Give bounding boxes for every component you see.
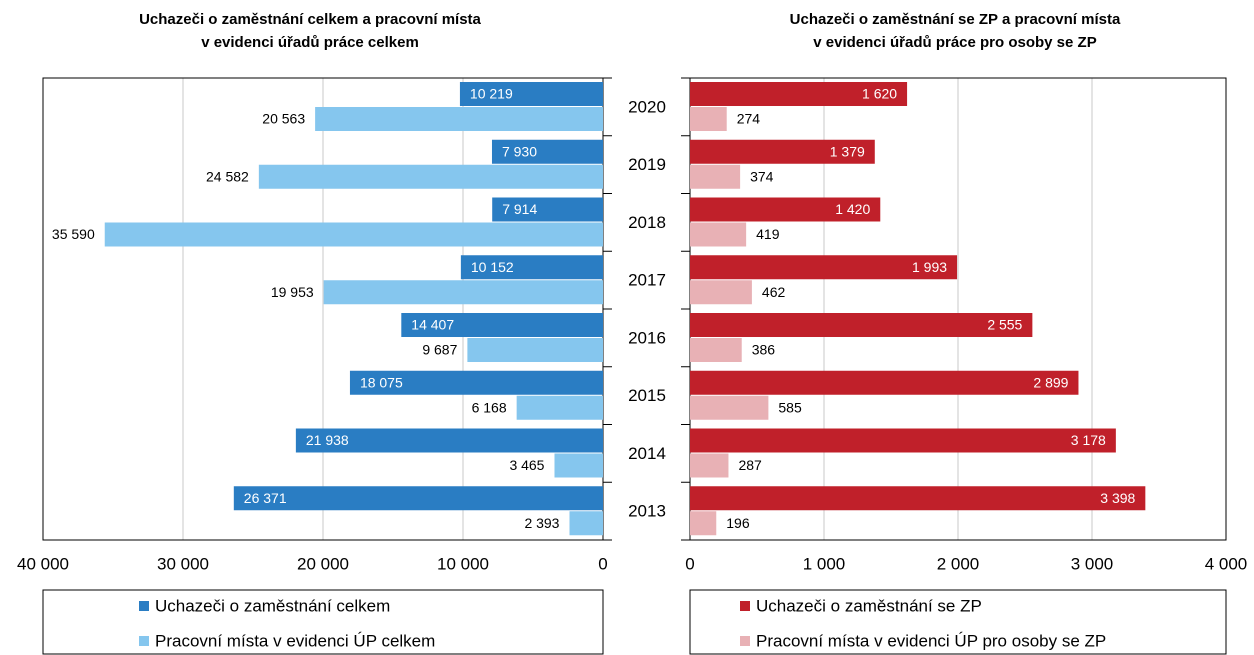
value-label: 35 590 xyxy=(52,226,95,242)
bar xyxy=(690,280,752,305)
bar xyxy=(233,486,603,511)
legend-box xyxy=(689,589,1227,655)
bar xyxy=(401,313,603,337)
x-tick-label: 1 000 xyxy=(803,554,846,573)
bar xyxy=(690,486,1146,511)
value-label: 386 xyxy=(752,342,776,358)
value-label: 24 582 xyxy=(206,168,249,184)
bar xyxy=(258,164,603,189)
value-label: 419 xyxy=(756,226,780,242)
value-label: 3 398 xyxy=(1100,490,1135,506)
value-label: 10 152 xyxy=(471,259,514,275)
y-tick-label: 2017 xyxy=(628,271,666,290)
value-label: 1 993 xyxy=(912,259,947,275)
legend-marker xyxy=(139,636,149,646)
chart-title: v evidenci úřadů práce pro osoby se ZP xyxy=(813,34,1096,51)
legend-label: Pracovní místa v evidenci ÚP pro osoby s… xyxy=(756,631,1106,650)
legend-label: Uchazeči o zaměstnání celkem xyxy=(155,596,390,615)
x-tick-label: 10 000 xyxy=(437,554,489,573)
value-label: 1 379 xyxy=(830,143,865,159)
value-label: 21 938 xyxy=(306,432,349,448)
x-tick-label: 40 000 xyxy=(17,554,69,573)
value-label: 7 914 xyxy=(502,201,537,217)
bar xyxy=(690,222,747,247)
value-label: 1 420 xyxy=(835,201,870,217)
bar xyxy=(569,511,603,536)
y-tick-label: 2013 xyxy=(628,502,666,521)
y-tick-label: 2019 xyxy=(628,155,666,174)
bar xyxy=(295,428,603,453)
value-label: 585 xyxy=(778,399,802,415)
x-tick-label: 20 000 xyxy=(297,554,349,573)
x-tick-label: 3 000 xyxy=(1071,554,1114,573)
chart-title: v evidenci úřadů práce celkem xyxy=(201,34,419,51)
value-label: 3 465 xyxy=(509,457,544,473)
bar xyxy=(690,255,958,280)
bar xyxy=(690,164,741,189)
bar xyxy=(690,395,769,420)
value-label: 10 219 xyxy=(470,86,513,102)
value-label: 19 953 xyxy=(271,284,314,300)
legend-marker xyxy=(740,601,750,611)
y-tick-label: 2018 xyxy=(628,213,666,232)
legend-label: Pracovní místa v evidenci ÚP celkem xyxy=(155,631,435,650)
value-label: 1 620 xyxy=(862,86,897,102)
y-tick-label: 2016 xyxy=(628,328,666,347)
bar xyxy=(690,82,908,106)
legend-label: Uchazeči o zaměstnání se ZP xyxy=(756,596,982,615)
bar xyxy=(492,197,603,222)
value-label: 462 xyxy=(762,284,786,300)
value-label: 274 xyxy=(737,111,761,127)
bar xyxy=(349,370,603,395)
value-label: 287 xyxy=(738,457,762,473)
x-tick-label: 0 xyxy=(598,554,607,573)
value-label: 20 563 xyxy=(262,111,305,127)
bar xyxy=(491,139,603,164)
value-label: 14 407 xyxy=(411,317,454,333)
value-label: 374 xyxy=(750,168,774,184)
bar xyxy=(690,511,717,536)
bar xyxy=(467,338,603,362)
value-label: 9 687 xyxy=(422,342,457,358)
legend-marker xyxy=(139,601,149,611)
value-label: 2 555 xyxy=(987,317,1022,333)
y-tick-label: 2014 xyxy=(628,444,666,463)
legend-box xyxy=(42,589,604,655)
value-label: 7 930 xyxy=(502,143,537,159)
bar xyxy=(690,107,727,131)
x-tick-label: 0 xyxy=(685,554,694,573)
bar xyxy=(690,139,875,164)
legend-marker xyxy=(740,636,750,646)
x-tick-label: 30 000 xyxy=(157,554,209,573)
bar xyxy=(690,338,742,362)
value-label: 3 178 xyxy=(1071,432,1106,448)
value-label: 196 xyxy=(726,515,750,531)
bar xyxy=(690,453,729,478)
bar xyxy=(104,222,604,247)
value-label: 6 168 xyxy=(472,399,507,415)
bar xyxy=(554,453,603,478)
value-label: 2 899 xyxy=(1033,374,1068,390)
bar xyxy=(323,280,603,305)
bar xyxy=(690,428,1116,453)
x-tick-label: 2 000 xyxy=(937,554,980,573)
y-tick-label: 2020 xyxy=(628,97,666,116)
value-label: 2 393 xyxy=(524,515,559,531)
bar xyxy=(690,313,1033,337)
x-tick-label: 4 000 xyxy=(1205,554,1248,573)
bar xyxy=(690,197,881,222)
y-tick-label: 2015 xyxy=(628,386,666,405)
chart-title: Uchazeči o zaměstnání celkem a pracovní … xyxy=(139,11,481,28)
bar xyxy=(460,255,603,280)
value-label: 26 371 xyxy=(244,490,287,506)
value-label: 18 075 xyxy=(360,374,403,390)
chart-title: Uchazeči o zaměstnání se ZP a pracovní m… xyxy=(790,11,1121,28)
bar xyxy=(459,82,603,106)
bar xyxy=(315,107,603,131)
bar xyxy=(516,395,603,420)
bar xyxy=(690,370,1079,395)
